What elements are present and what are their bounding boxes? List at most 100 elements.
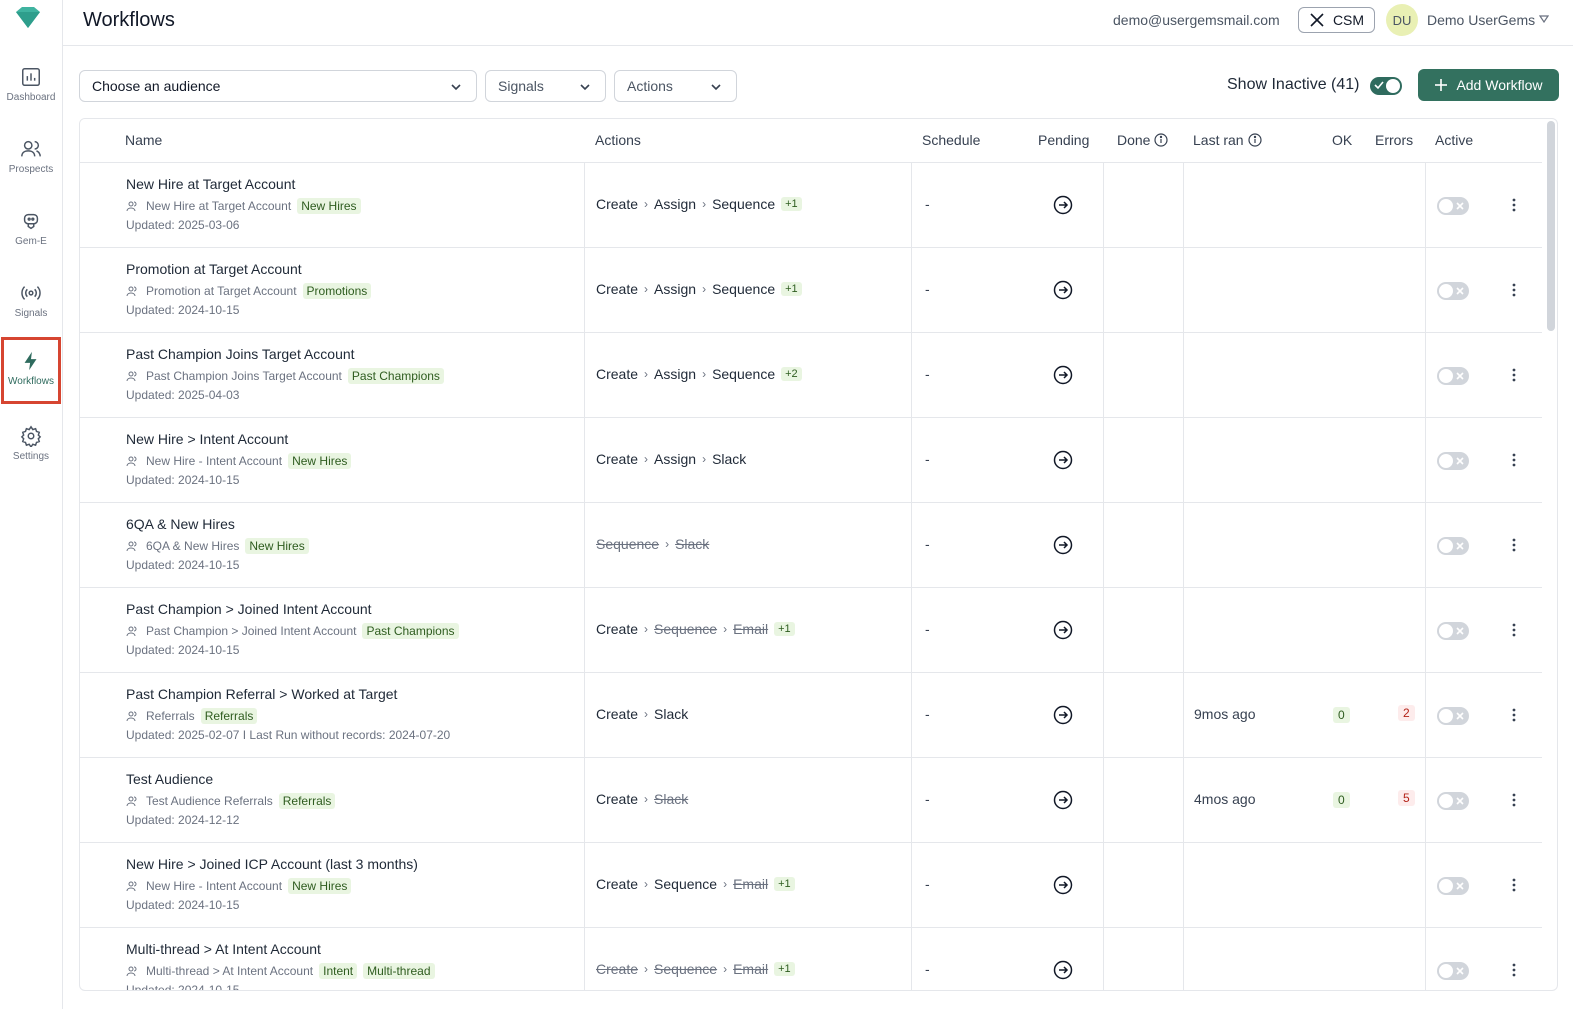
schedule-value: - <box>925 621 930 637</box>
usergems-logo-icon[interactable] <box>12 6 44 34</box>
table-row[interactable]: Past Champion Joins Target Account Past … <box>80 333 1542 418</box>
more-options-icon[interactable] <box>1506 705 1522 725</box>
audience-tag: Promotions <box>302 283 372 299</box>
column-schedule[interactable]: Schedule <box>922 132 980 148</box>
column-label: Pending <box>1038 132 1090 148</box>
nav-workflows[interactable]: Workflows <box>1 337 61 404</box>
nav-gem-e[interactable]: Gem-E <box>0 200 62 266</box>
active-toggle[interactable] <box>1437 452 1469 470</box>
arrow-right-circle-icon[interactable] <box>1053 280 1073 300</box>
workflow-name[interactable]: 6QA & New Hires <box>126 516 235 532</box>
arrow-right-circle-icon[interactable] <box>1053 195 1073 215</box>
action-step: Slack <box>654 791 689 807</box>
action-step: Create <box>596 621 639 637</box>
arrow-right-circle-icon[interactable] <box>1053 365 1073 385</box>
nav-dashboard[interactable]: Dashboard <box>0 56 62 122</box>
toggle-knob <box>1439 709 1453 723</box>
add-workflow-button[interactable]: Add Workflow <box>1418 69 1559 101</box>
table-row[interactable]: Promotion at Target Account Promotion at… <box>80 248 1542 333</box>
table-row[interactable]: 6QA & New Hires 6QA & New Hires New Hires… <box>80 503 1542 588</box>
add-workflow-label: Add Workflow <box>1456 77 1543 93</box>
more-actions-badge[interactable]: +1 <box>774 877 795 891</box>
nav-prospects[interactable]: Prospects <box>0 128 62 194</box>
active-toggle[interactable] <box>1437 707 1469 725</box>
workflow-name[interactable]: Promotion at Target Account <box>126 261 302 277</box>
more-actions-badge[interactable]: +1 <box>774 962 795 976</box>
more-options-icon[interactable] <box>1506 535 1522 555</box>
arrow-right-circle-icon[interactable] <box>1053 450 1073 470</box>
avatar[interactable]: DU <box>1386 4 1418 36</box>
table-row[interactable]: Test Audience Test Audience Referrals Ref… <box>80 758 1542 843</box>
workflow-name[interactable]: Test Audience <box>126 771 214 787</box>
last-ran-value: 9mos ago <box>1194 706 1256 722</box>
more-options-icon[interactable] <box>1506 960 1522 980</box>
workflow-name[interactable]: New Hire at Target Account <box>126 176 296 192</box>
arrow-right-circle-icon[interactable] <box>1053 960 1073 980</box>
more-options-icon[interactable] <box>1506 365 1522 385</box>
workflow-name[interactable]: Multi-thread > At Intent Account <box>126 941 321 957</box>
audience-tag: New Hires <box>288 453 352 469</box>
more-options-icon[interactable] <box>1506 195 1522 215</box>
column-name[interactable]: Name <box>125 132 162 148</box>
column-errors[interactable]: Errors <box>1375 132 1413 148</box>
workflow-name[interactable]: New Hire > Joined ICP Account (last 3 mo… <box>126 856 418 872</box>
active-toggle[interactable] <box>1437 537 1469 555</box>
column-actions[interactable]: Actions <box>595 132 641 148</box>
arrow-right-circle-icon[interactable] <box>1053 535 1073 555</box>
more-options-icon[interactable] <box>1506 280 1522 300</box>
more-options-icon[interactable] <box>1506 875 1522 895</box>
show-inactive-toggle[interactable] <box>1370 77 1402 95</box>
error-count-badge[interactable]: 2 <box>1398 705 1415 721</box>
user-name[interactable]: Demo UserGems <box>1427 12 1536 28</box>
active-toggle[interactable] <box>1437 877 1469 895</box>
table-row[interactable]: Past Champion Referral > Worked at Targe… <box>80 673 1542 758</box>
active-toggle[interactable] <box>1437 367 1469 385</box>
table-row[interactable]: Multi-thread > At Intent Account Multi-t… <box>80 928 1542 990</box>
column-done[interactable]: Done <box>1117 132 1169 148</box>
caret-down-icon[interactable] <box>1539 15 1549 23</box>
workflow-name[interactable]: Past Champion Referral > Worked at Targe… <box>126 686 398 702</box>
more-options-icon[interactable] <box>1506 450 1522 470</box>
scrollbar-thumb[interactable] <box>1547 121 1555 331</box>
csm-button[interactable]: CSM <box>1298 7 1375 33</box>
workflow-name[interactable]: Past Champion Joins Target Account <box>126 346 355 362</box>
workflow-name[interactable]: Past Champion > Joined Intent Account <box>126 601 372 617</box>
action-step: Email <box>733 621 769 637</box>
column-active[interactable]: Active <box>1435 132 1473 148</box>
chevron-right-icon: › <box>723 962 728 976</box>
active-toggle[interactable] <box>1437 197 1469 215</box>
info-icon[interactable] <box>1154 133 1169 147</box>
audience-select[interactable]: Choose an audience <box>79 70 477 102</box>
more-actions-badge[interactable]: +1 <box>781 282 802 296</box>
actions-select[interactable]: Actions <box>614 70 737 102</box>
column-last-ran[interactable]: Last ran <box>1193 132 1262 148</box>
table-row[interactable]: New Hire > Intent Account New Hire - Int… <box>80 418 1542 503</box>
arrow-right-circle-icon[interactable] <box>1053 875 1073 895</box>
active-toggle[interactable] <box>1437 282 1469 300</box>
audience-icon <box>126 371 137 382</box>
column-ok[interactable]: OK <box>1332 132 1352 148</box>
more-actions-badge[interactable]: +2 <box>781 367 802 381</box>
table-row[interactable]: New Hire > Joined ICP Account (last 3 mo… <box>80 843 1542 928</box>
arrow-right-circle-icon[interactable] <box>1053 620 1073 640</box>
info-icon[interactable] <box>1247 133 1262 147</box>
table-row[interactable]: Past Champion > Joined Intent Account Pa… <box>80 588 1542 673</box>
action-step: Create <box>596 706 639 722</box>
signals-select[interactable]: Signals <box>485 70 606 102</box>
column-pending[interactable]: Pending <box>1038 132 1089 148</box>
table-row[interactable]: New Hire at Target Account New Hire at T… <box>80 163 1542 248</box>
arrow-right-circle-icon[interactable] <box>1053 705 1073 725</box>
nav-signals[interactable]: Signals <box>0 272 62 338</box>
workflow-name[interactable]: New Hire > Intent Account <box>126 431 289 447</box>
nav-settings[interactable]: Settings <box>0 415 62 481</box>
active-toggle[interactable] <box>1437 622 1469 640</box>
close-icon <box>1456 287 1464 295</box>
more-options-icon[interactable] <box>1506 620 1522 640</box>
more-actions-badge[interactable]: +1 <box>774 622 795 636</box>
active-toggle[interactable] <box>1437 792 1469 810</box>
arrow-right-circle-icon[interactable] <box>1053 790 1073 810</box>
more-actions-badge[interactable]: +1 <box>781 197 802 211</box>
active-toggle[interactable] <box>1437 962 1469 980</box>
more-options-icon[interactable] <box>1506 790 1522 810</box>
error-count-badge[interactable]: 5 <box>1398 790 1415 806</box>
